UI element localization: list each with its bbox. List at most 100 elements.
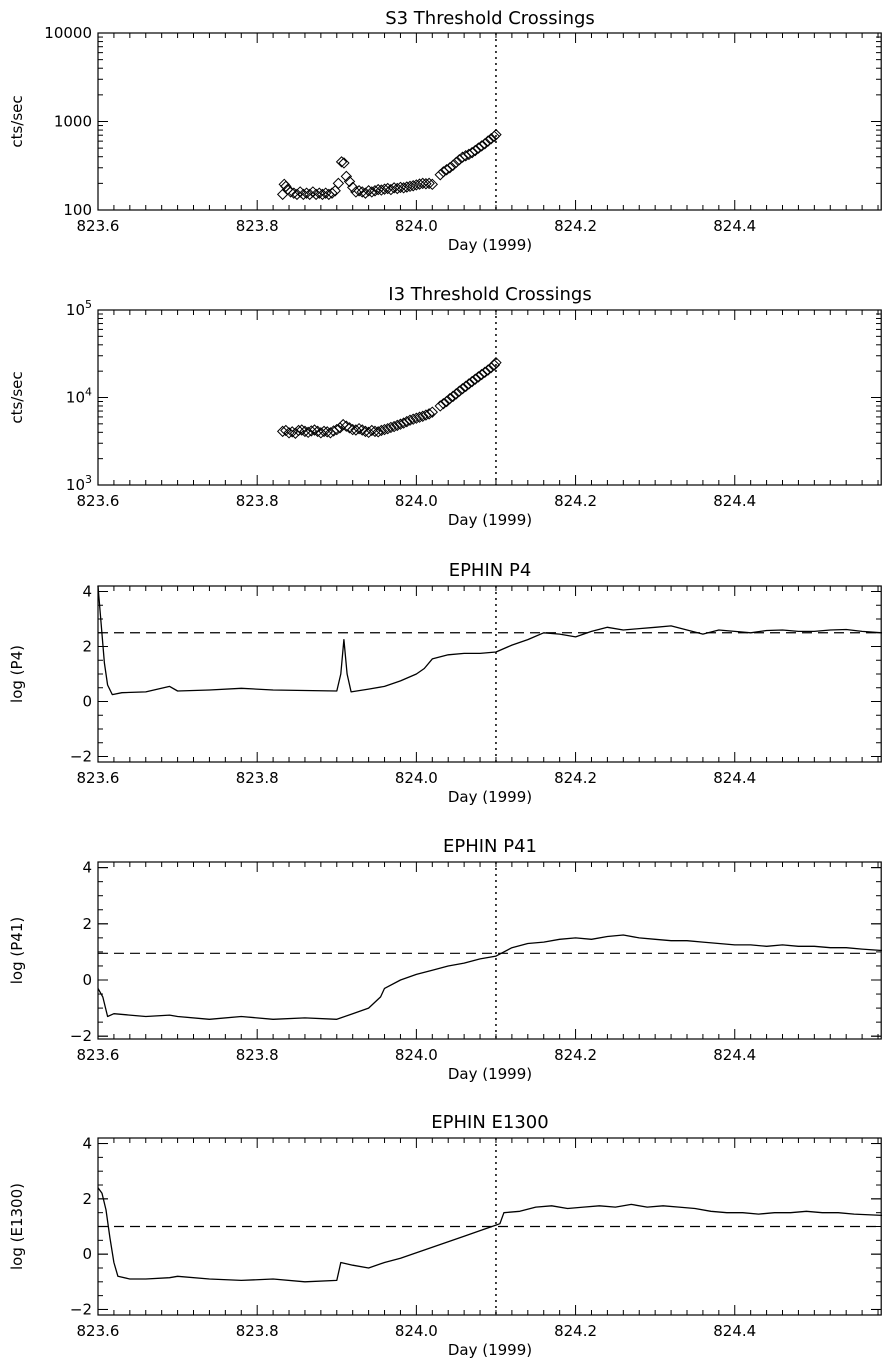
x-tick-label: 824.2 (554, 769, 597, 787)
data-point-diamond (437, 397, 450, 410)
data-point-diamond (300, 187, 313, 199)
data-point-diamond (434, 169, 446, 181)
x-tick-label: 823.6 (77, 217, 120, 235)
data-point-diamond (375, 184, 388, 196)
y-tick-label: −2 (70, 748, 92, 766)
x-tick-label: 823.8 (236, 492, 279, 510)
y-tick-label: 0 (82, 693, 92, 711)
data-point-diamond (343, 175, 356, 188)
data-point-diamond (423, 177, 435, 190)
y-tick-label: 104 (66, 386, 92, 407)
chart-title: S3 Threshold Crossings (385, 8, 595, 29)
data-point-diamond (382, 422, 394, 435)
data-point-diamond (485, 132, 497, 145)
x-axis-label: Day (1999) (448, 511, 532, 529)
data-point-diamond (450, 156, 462, 169)
y-tick-label: 2 (82, 915, 92, 933)
data-point-diamond (397, 182, 410, 194)
y-tick-label: 100 (63, 201, 92, 219)
data-point-diamond (450, 388, 462, 400)
data-series-line (97, 585, 882, 696)
y-tick-label: 0 (82, 971, 92, 989)
x-tick-label: 824.2 (554, 1322, 597, 1340)
data-point-diamond (388, 420, 400, 433)
y-tick-label: −2 (70, 1300, 92, 1318)
x-tick-label: 824.0 (395, 492, 438, 510)
data-point-diamond (482, 135, 494, 147)
data-point-diamond (397, 417, 410, 429)
data-point-diamond (472, 142, 485, 154)
data-point-diamond (296, 424, 308, 436)
data-point-diamond (444, 392, 456, 405)
data-point-diamond (469, 373, 481, 385)
chart-title: EPHIN E1300 (431, 1112, 548, 1133)
data-point-diamond (288, 187, 300, 199)
plot-frame (97, 585, 882, 763)
data-point-diamond (447, 159, 459, 172)
data-point-diamond (482, 364, 494, 376)
data-point-diamond (346, 181, 359, 194)
y-tick-label: −2 (70, 1027, 92, 1045)
data-point-diamond (456, 151, 469, 163)
x-tick-label: 824.4 (713, 769, 756, 787)
chart-panel-5: EPHIN E1300 823.6 823.8 824.0 824.2 824.4 Day … (8, 1112, 882, 1359)
y-tick-label: 2 (82, 638, 92, 656)
data-point-diamond (353, 422, 365, 435)
x-tick-label: 824.4 (713, 1046, 756, 1064)
data-point-diamond (407, 413, 419, 425)
y-tick-label: 10000 (44, 24, 92, 42)
data-point-diamond (334, 422, 346, 434)
data-point-diamond (404, 414, 416, 426)
data-point-diamond (318, 425, 330, 438)
data-point-diamond (479, 366, 491, 379)
y-axis-label: cts/sec (8, 95, 26, 147)
y-tick-label: 4 (82, 859, 92, 877)
data-point-diamond (315, 427, 327, 439)
y-tick-label: 103 (66, 473, 92, 494)
data-point-diamond (447, 390, 459, 403)
plot-frame (97, 309, 882, 486)
data-point-diamond (469, 144, 481, 157)
x-tick-label: 823.8 (236, 1322, 279, 1340)
data-point-diamond (353, 185, 365, 197)
x-tick-label: 823.6 (77, 1322, 120, 1340)
data-point-diamond (299, 425, 311, 438)
data-point-diamond (423, 408, 435, 420)
data-point-diamond (475, 368, 488, 381)
chart-title: EPHIN P41 (443, 836, 537, 857)
data-point-diamond (338, 157, 350, 169)
data-point-diamond (366, 424, 378, 437)
data-point-diamond (340, 170, 353, 183)
data-point-diamond (284, 186, 297, 198)
y-tick-label: 4 (82, 1135, 92, 1153)
data-point-diamond (472, 371, 485, 383)
x-tick-label: 823.8 (236, 1046, 279, 1064)
x-tick-label: 823.8 (236, 769, 279, 787)
x-axis-label: Day (1999) (448, 788, 532, 806)
data-point-diamond (302, 426, 314, 439)
data-point-diamond (343, 422, 356, 434)
x-tick-label: 824.2 (554, 492, 597, 510)
y-tick-label: 1000 (54, 113, 92, 131)
data-point-diamond (391, 419, 403, 432)
data-point-diamond (372, 426, 384, 438)
data-point-diamond (410, 412, 423, 424)
data-point-diamond (281, 183, 294, 196)
data-point-diamond (308, 424, 321, 436)
x-tick-label: 824.2 (554, 217, 597, 235)
data-point-diamond (440, 395, 453, 408)
data-point-diamond (378, 423, 391, 436)
data-point-diamond (332, 177, 345, 190)
x-tick-label: 824.4 (713, 492, 756, 510)
data-point-diamond (463, 378, 475, 390)
data-point-diamond (331, 423, 343, 436)
data-point-diamond (391, 182, 403, 195)
x-tick-label: 824.4 (713, 1322, 756, 1340)
x-tick-label: 823.6 (77, 492, 120, 510)
y-tick-label: 105 (66, 298, 92, 319)
data-point-diamond (394, 181, 407, 194)
data-point-diamond (456, 383, 469, 395)
data-point-diamond (407, 180, 419, 192)
x-tick-label: 824.4 (713, 217, 756, 235)
